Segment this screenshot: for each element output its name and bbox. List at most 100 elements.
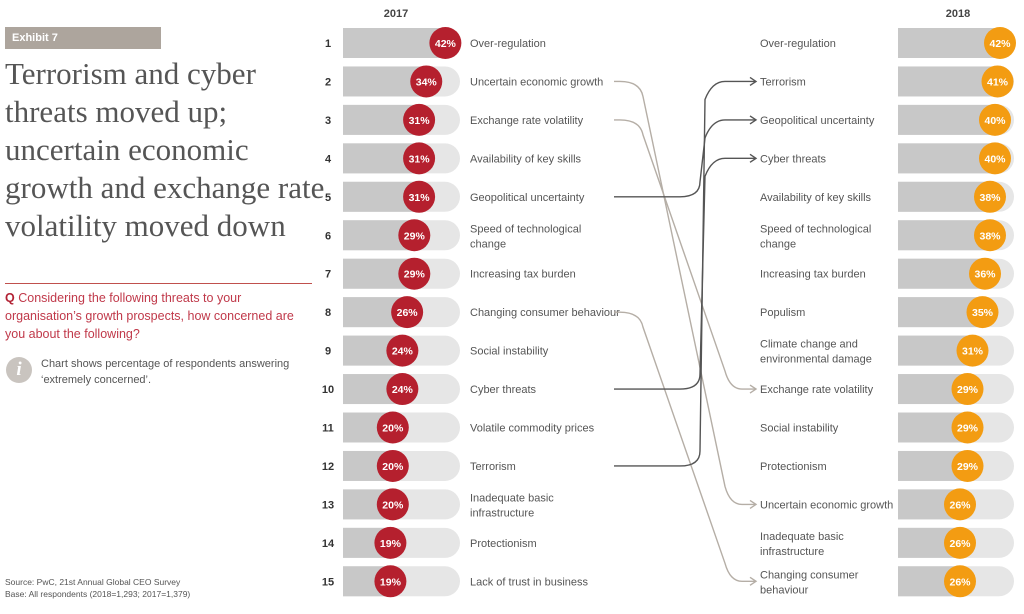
category-label: Terrorism [470,461,516,473]
info-icon: i [6,357,32,383]
category-label: Exchange rate volatility [760,384,874,396]
data-label: 26% [397,307,419,319]
category-label: Inadequate basic [760,531,844,543]
value-badge [944,565,976,598]
value-badge [398,257,431,290]
value-badge [410,65,443,98]
rank-label: 8 [325,307,331,319]
value-badge [376,488,409,521]
data-label: 24% [392,384,414,396]
page-title: Terrorism and cyber threats moved up; un… [5,56,325,243]
value-badge [398,219,431,252]
category-label: Increasing tax burden [470,269,576,281]
category-label: Volatile commodity prices [470,423,595,435]
value-badge [974,180,1006,213]
base-text: Base: All respondents (2018=1,293; 2017=… [5,589,191,599]
value-badge [403,103,436,136]
bar-2017 [343,28,446,58]
rank-label: 9 [325,346,331,358]
value-badge [951,449,984,482]
value-badge [951,373,984,406]
value-badge [981,65,1014,98]
data-label: 26% [949,538,971,550]
category-label: Uncertain economic growth [760,499,893,511]
value-badge [944,526,976,559]
movement-line-down [614,80,758,509]
category-label: Populism [760,307,805,319]
category-label: Exchange rate volatility [470,115,584,127]
value-badge [944,488,976,521]
rank-label: 3 [325,115,331,127]
value-badge [966,296,999,329]
rank-label: 12 [322,461,334,473]
data-label: 26% [949,499,971,511]
bar-2018 [898,66,998,97]
data-label: 19% [380,576,402,588]
category-label: behaviour [760,584,809,596]
data-label: 31% [962,346,984,358]
survey-question: Q Considering the following threats to y… [5,289,317,343]
movement-line-down [614,311,758,586]
category-label: environmental damage [760,354,872,366]
year-label-2018: 2018 [946,8,970,20]
movement-line-up [614,153,758,390]
category-label: Uncertain economic growth [470,76,603,88]
category-label: Cyber threats [470,384,537,396]
category-label: Availability of key skills [760,192,872,204]
value-badge [403,142,436,175]
category-label: Terrorism [760,76,806,88]
value-badge [979,142,1011,175]
data-label: 42% [435,38,457,50]
data-label: 34% [416,76,438,88]
value-badge [974,219,1006,252]
data-label: 29% [957,423,979,435]
source-note: Source: PwC, 21st Annual Global CEO Surv… [5,576,190,600]
exhibit-label: Exhibit 7 [5,27,161,49]
data-label: 31% [409,192,431,204]
value-badge [386,373,419,406]
data-label: 20% [382,499,404,511]
category-label: Social instability [470,346,549,358]
value-badge [979,103,1011,136]
category-label: Increasing tax burden [760,269,866,281]
category-label: Changing consumer behaviour [470,307,620,319]
movement-line-up [614,115,758,198]
movement-line-up [614,76,758,467]
data-label: 35% [972,307,994,319]
data-label: 40% [984,115,1006,127]
data-label: 29% [957,384,979,396]
data-label: 36% [974,269,996,281]
movement-line-down [614,119,758,394]
rank-label: 2 [325,76,331,88]
data-label: 20% [382,423,404,435]
data-label: 29% [404,230,426,242]
value-badge [969,257,1001,290]
data-label: 29% [957,461,979,473]
category-label: Geopolitical uncertainty [760,115,875,127]
value-badge [374,565,407,598]
category-label: Protectionism [470,538,537,550]
data-label: 40% [984,153,1006,165]
question-text: Considering the following threats to you… [5,291,294,341]
category-label: change [760,238,796,250]
category-label: Changing consumer [760,569,859,581]
bar-2018 [898,28,1000,58]
category-label: Climate change and [760,339,858,351]
divider [5,283,312,284]
data-label: 38% [979,192,1001,204]
value-badge [984,27,1016,59]
value-badge [956,334,989,367]
data-label: 19% [380,538,402,550]
category-label: infrastructure [760,546,824,558]
data-label: 31% [409,115,431,127]
category-label: infrastructure [470,507,534,519]
value-badge [429,27,462,59]
rank-label: 13 [322,499,334,511]
category-label: Inadequate basic [470,492,554,504]
category-label: Speed of technological [760,223,871,235]
rank-label: 4 [325,153,332,165]
category-label: Social instability [760,423,839,435]
value-badge [403,180,436,213]
year-label-2017: 2017 [384,8,408,20]
